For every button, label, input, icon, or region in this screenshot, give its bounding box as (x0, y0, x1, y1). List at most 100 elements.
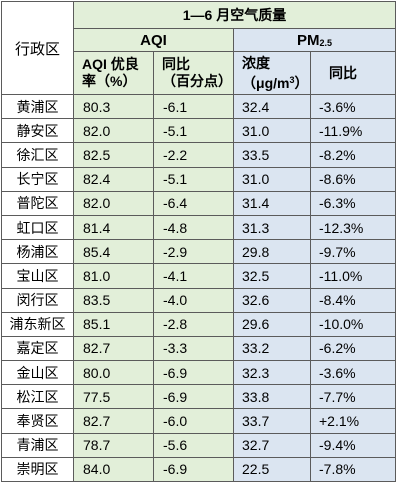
region-cell: 浦东新区 (1, 311, 74, 337)
table-row: 虹口区 81.4 -4.8 31.3 -12.3% (1, 214, 396, 241)
aqi-yoy-cell: -6.0 (153, 408, 234, 434)
pm25-concentration-unit-prefix: （μg/m (242, 74, 290, 91)
aqi-rate-cell: 82.4 (73, 166, 154, 192)
aqi-rate-cell: 82.7 (73, 335, 154, 362)
aqi-yoy-cell: -4.0 (153, 287, 234, 313)
pm25-concentration-cell: 29.6 (233, 311, 311, 337)
pm25-yoy-cell: -6.2% (310, 335, 396, 362)
air-quality-table: 行政区 1—6 月空气质量 AQI PM2.5 AQI 优良 率（%） 同比 （百分… (1, 1, 396, 483)
aqi-rate-cell: 82.7 (73, 408, 154, 434)
aqi-rate-header-line1: AQI 优良 (82, 56, 139, 72)
aqi-yoy-cell: -6.4 (153, 190, 234, 216)
region-cell: 青浦区 (1, 432, 74, 458)
table-row: 松江区 77.5 -6.9 33.8 -7.7% (1, 384, 396, 410)
region-cell: 静安区 (1, 118, 74, 144)
table-row: 青浦区 78.7 -5.6 32.7 -9.4% (1, 432, 396, 458)
aqi-rate-cell: 81.0 (73, 263, 154, 289)
aqi-yoy-cell: -6.9 (153, 384, 234, 410)
pm25-concentration-cell: 31.0 (233, 166, 311, 192)
table-row: 杨浦区 85.4 -2.9 29.8 -9.7% (1, 239, 396, 265)
pm25-concentration-cell: 32.6 (233, 287, 311, 313)
pm25-concentration-cell: 33.8 (233, 384, 311, 410)
pm25-concentration-cell: 31.4 (233, 190, 311, 216)
pm25-concentration-cell: 31.3 (233, 214, 311, 241)
region-cell: 徐汇区 (1, 142, 74, 168)
region-cell: 崇明区 (1, 456, 74, 483)
pm25-yoy-cell: -7.7% (310, 384, 396, 410)
pm25-yoy-cell: -6.3% (310, 190, 396, 216)
aqi-rate-header: AQI 优良 率（%） (73, 51, 154, 95)
aqi-yoy-cell: -3.3 (153, 335, 234, 362)
pm25-concentration-header-line1: 浓度 (242, 54, 270, 71)
pm25-concentration-cell: 32.7 (233, 432, 311, 458)
aqi-yoy-header: 同比 （百分点） (153, 51, 234, 95)
pm25-yoy-cell: -12.3% (310, 214, 396, 241)
pm25-yoy-cell: +2.1% (310, 408, 396, 434)
pm25-yoy-header: 同比 (310, 51, 396, 95)
table-row: 长宁区 82.4 -5.1 31.0 -8.6% (1, 166, 396, 192)
table-row: 黄浦区 80.3 -6.1 32.4 -3.6% (1, 93, 396, 120)
pm25-concentration-cell: 29.8 (233, 239, 311, 265)
table-row: 宝山区 81.0 -4.1 32.5 -11.0% (1, 263, 396, 289)
aqi-rate-cell: 82.5 (73, 142, 154, 168)
aqi-rate-cell: 85.4 (73, 239, 154, 265)
aqi-yoy-header-line2: （百分点） (162, 73, 232, 89)
region-cell: 金山区 (1, 360, 74, 386)
pm25-concentration-cell: 32.3 (233, 360, 311, 386)
pm25-yoy-cell: -3.6% (310, 93, 396, 120)
table-body: 黄浦区 80.3 -6.1 32.4 -3.6% 静安区 82.0 -5.1 31.0 -11.9… (1, 93, 396, 483)
pm25-concentration-cell: 32.5 (233, 263, 311, 289)
table-row: 金山区 80.0 -6.9 32.3 -3.6% (1, 360, 396, 386)
region-cell: 闵行区 (1, 287, 74, 313)
aqi-rate-cell: 81.4 (73, 214, 154, 241)
pm25-yoy-cell: -11.9% (310, 118, 396, 144)
aqi-yoy-cell: -2.2 (153, 142, 234, 168)
pm25-group-header-sub: 2.5 (319, 37, 332, 48)
aqi-yoy-cell: -5.1 (153, 166, 234, 192)
table-row: 静安区 82.0 -5.1 31.0 -11.9% (1, 118, 396, 144)
pm25-concentration-header: 浓度 （μg/m3） (233, 51, 311, 95)
table-row: 徐汇区 82.5 -2.2 33.5 -8.2% (1, 142, 396, 168)
aqi-rate-cell: 80.3 (73, 93, 154, 120)
pm25-yoy-cell: -7.8% (310, 456, 396, 483)
region-cell: 普陀区 (1, 190, 74, 216)
pm25-yoy-cell: -8.6% (310, 166, 396, 192)
aqi-yoy-cell: -5.6 (153, 432, 234, 458)
aqi-rate-cell: 82.0 (73, 118, 154, 144)
air-quality-table-container: 行政区 1—6 月空气质量 AQI PM2.5 AQI 优良 率（%） 同比 （百分… (1, 1, 396, 483)
aqi-yoy-cell: -6.9 (153, 360, 234, 386)
aqi-yoy-cell: -5.1 (153, 118, 234, 144)
pm25-yoy-cell: -10.0% (310, 311, 396, 337)
region-cell: 奉贤区 (1, 408, 74, 434)
table-row: 闵行区 83.5 -4.0 32.6 -8.4% (1, 287, 396, 313)
pm25-yoy-cell: -8.4% (310, 287, 396, 313)
aqi-yoy-cell: -4.8 (153, 214, 234, 241)
pm25-yoy-cell: -11.0% (310, 263, 396, 289)
region-cell: 嘉定区 (1, 335, 74, 362)
pm25-concentration-cell: 33.5 (233, 142, 311, 168)
aqi-rate-header-line2: 率（%） (82, 73, 137, 89)
pm25-yoy-cell: -9.4% (310, 432, 396, 458)
aqi-group-header: AQI (73, 28, 234, 52)
region-cell: 长宁区 (1, 166, 74, 192)
table-row: 浦东新区 85.1 -2.8 29.6 -10.0% (1, 311, 396, 337)
region-cell: 松江区 (1, 384, 74, 410)
aqi-yoy-cell: -4.1 (153, 263, 234, 289)
aqi-rate-cell: 83.5 (73, 287, 154, 313)
aqi-rate-cell: 85.1 (73, 311, 154, 337)
pm25-concentration-cell: 33.2 (233, 335, 311, 362)
region-cell: 宝山区 (1, 263, 74, 289)
aqi-yoy-header-line1: 同比 (162, 56, 190, 72)
pm25-yoy-cell: -9.7% (310, 239, 396, 265)
region-cell: 杨浦区 (1, 239, 74, 265)
region-cell: 黄浦区 (1, 93, 74, 120)
pm25-yoy-cell: -8.2% (310, 142, 396, 168)
pm25-yoy-cell: -3.6% (310, 360, 396, 386)
aqi-yoy-cell: -2.9 (153, 239, 234, 265)
pm25-concentration-cell: 33.7 (233, 408, 311, 434)
table-title: 1—6 月空气质量 (73, 1, 396, 29)
region-cell: 虹口区 (1, 214, 74, 241)
aqi-yoy-cell: -6.9 (153, 456, 234, 483)
pm25-concentration-cell: 22.5 (233, 456, 311, 483)
aqi-rate-cell: 78.7 (73, 432, 154, 458)
